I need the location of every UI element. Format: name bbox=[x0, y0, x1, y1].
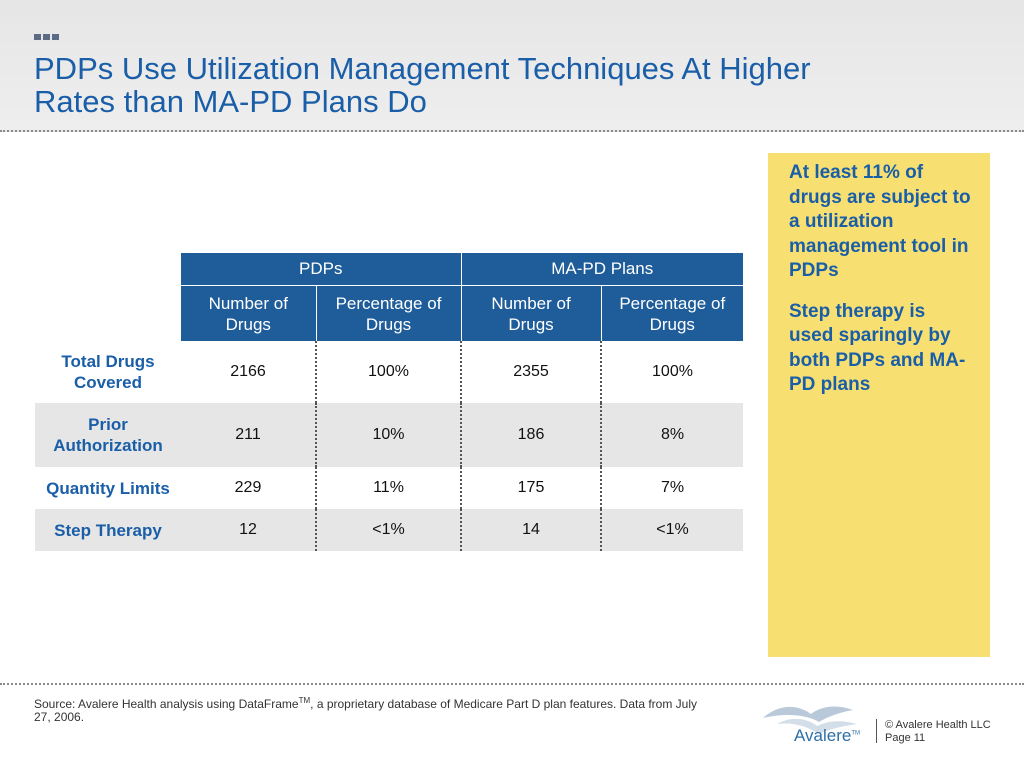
sub-header-line: Percentage of bbox=[619, 293, 726, 313]
row-label-line: Prior bbox=[88, 415, 128, 434]
table-row: Step Therapy 12 <1% 14 <1% bbox=[35, 509, 743, 551]
logo-trademark: TM bbox=[851, 730, 861, 737]
sub-header-line: Drugs bbox=[649, 314, 695, 334]
footer-vertical-divider bbox=[876, 719, 877, 743]
sub-header-mapd-number: Number of Drugs bbox=[461, 285, 602, 341]
row-label-quantity-limits: Quantity Limits bbox=[46, 478, 170, 498]
table-cell: 2166 bbox=[181, 341, 317, 403]
header-squares-icon bbox=[34, 34, 59, 40]
table-cell: 211 bbox=[181, 403, 317, 467]
table-cell: 8% bbox=[601, 403, 743, 467]
source-note: Source: Avalere Health analysis using Da… bbox=[34, 694, 714, 724]
key-findings-callout: At least 11% of drugs are subject to a u… bbox=[768, 153, 990, 657]
table-row: Prior Authorization 211 10% 186 8% bbox=[35, 403, 743, 467]
table-corner-cell bbox=[35, 253, 181, 286]
row-label-line: Total Drugs bbox=[61, 352, 155, 371]
utilization-table-container: PDPs MA-PD Plans Number of Drugs Percent… bbox=[35, 253, 743, 551]
group-header-pdps: PDPs bbox=[181, 253, 462, 286]
table-cell: 186 bbox=[461, 403, 602, 467]
page-title: PDPs Use Utilization Management Techniqu… bbox=[34, 52, 934, 118]
sub-header-line: Drugs bbox=[365, 314, 412, 334]
row-label-line: Covered bbox=[73, 373, 143, 392]
copyright-text: © Avalere Health LLC bbox=[885, 719, 991, 731]
logo-wordmark: Avalere bbox=[794, 726, 852, 745]
source-suffix: , a proprietary database of Medicare Par… bbox=[34, 697, 698, 724]
table-cell: 11% bbox=[316, 467, 462, 509]
table-cell: 12 bbox=[181, 509, 317, 551]
sub-header-mapd-percentage: Percentage of Drugs bbox=[601, 285, 743, 341]
avalere-logo: AvalereTM bbox=[757, 700, 865, 746]
source-prefix: Source: Avalere Health analysis using Da… bbox=[34, 697, 299, 711]
slide-footer: Source: Avalere Health analysis using Da… bbox=[0, 686, 1024, 768]
row-label-prior-authorization: Prior Authorization bbox=[35, 403, 181, 467]
table-cell: <1% bbox=[601, 509, 743, 551]
sub-header-line: Drugs bbox=[508, 314, 554, 334]
table-cell: 100% bbox=[652, 363, 693, 380]
table-cell: 2355 bbox=[461, 341, 602, 403]
sub-header-pdp-number: Number of Drugs bbox=[181, 285, 317, 341]
group-header-ma-pd: MA-PD Plans bbox=[461, 253, 743, 286]
logo-text: AvalereTM bbox=[794, 726, 860, 746]
copyright-block: © Avalere Health LLC Page 11 bbox=[885, 719, 991, 745]
table-cell: 10% bbox=[316, 403, 462, 467]
table-cell: 229 bbox=[181, 467, 317, 509]
row-label-step-therapy: Step Therapy bbox=[35, 509, 181, 551]
table-cell: 100% bbox=[316, 341, 462, 403]
title-line-1: PDPs Use Utilization Management Techniqu… bbox=[34, 51, 811, 86]
page-number: Page 11 bbox=[885, 732, 926, 744]
table-cell: 14 bbox=[461, 509, 602, 551]
table-cell: 7% bbox=[660, 479, 685, 496]
trademark-mark: TM bbox=[298, 696, 311, 705]
table-cell: <1% bbox=[316, 509, 462, 551]
title-line-2: Rates than MA-PD Plans Do bbox=[34, 84, 427, 119]
sub-header-line: Drugs bbox=[225, 314, 271, 334]
table-cell: 175 bbox=[461, 467, 602, 509]
utilization-table: PDPs MA-PD Plans Number of Drugs Percent… bbox=[35, 253, 743, 551]
avalere-bird-icon bbox=[763, 706, 857, 734]
callout-point-1: At least 11% of drugs are subject to a u… bbox=[789, 162, 971, 281]
sub-header-line: Number of bbox=[208, 293, 288, 313]
footer-divider bbox=[0, 683, 1024, 685]
row-label-total-drugs: Total Drugs Covered bbox=[35, 341, 181, 403]
slide-header: PDPs Use Utilization Management Techniqu… bbox=[0, 0, 1024, 132]
row-label-line: Authorization bbox=[53, 436, 163, 455]
sub-header-line: Percentage of bbox=[335, 293, 442, 313]
sub-header-pdp-percentage: Percentage of Drugs bbox=[316, 285, 462, 341]
table-row: Quantity Limits 229 11% 175 7% bbox=[35, 467, 743, 509]
callout-point-2: Step therapy is used sparingly by both P… bbox=[789, 300, 966, 396]
table-row: Total Drugs Covered 2166 100% 2355 100% bbox=[35, 341, 743, 403]
table-corner-cell bbox=[35, 286, 181, 342]
group-header-row: PDPs MA-PD Plans bbox=[35, 253, 743, 286]
sub-header-line: Number of bbox=[491, 293, 571, 313]
sub-header-row: Number of Drugs Percentage of Drugs Numb… bbox=[35, 285, 743, 342]
